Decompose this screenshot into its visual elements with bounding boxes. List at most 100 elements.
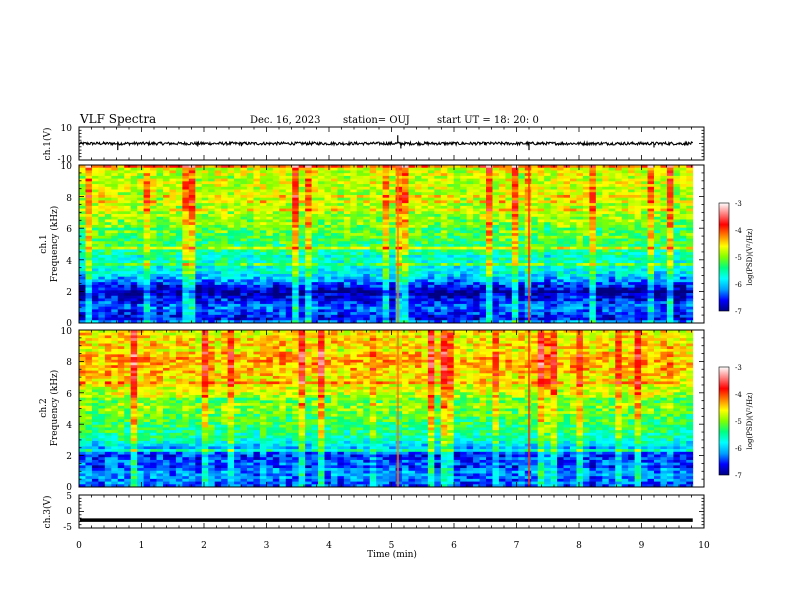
spectrogram-cell [356,249,364,253]
spectrogram-cell [498,252,506,256]
spectrogram-cell [653,279,661,283]
spectrogram-cell [376,284,384,288]
spectrogram-cell [156,238,164,242]
spectrogram-cell [318,194,325,199]
spectrogram-cell [582,170,590,174]
spectrogram-cell [563,194,571,199]
spectrogram-cell [453,235,461,239]
spectrogram-cell [460,252,468,256]
spectrogram-cell [615,181,623,185]
spectrogram-cell [169,273,177,278]
spectrogram-cell [143,200,151,204]
spectrogram-cell [641,224,648,229]
spectrogram-cell [414,230,422,234]
spectrogram-cell [518,233,526,237]
spectrogram-cell [318,244,325,248]
spectrogram-cell [363,178,371,182]
spectrogram-cell [673,244,681,248]
spectrogram-cell [137,298,144,302]
spectrogram-cell [505,178,513,182]
spectrogram-cell [505,276,513,280]
spectrogram-cell [337,238,345,242]
spectrogram-cell [298,293,306,297]
spectrogram-cell [311,244,319,248]
spectrogram-cell [686,287,694,291]
spectrogram-cell [150,254,157,259]
spectrogram-cell [253,238,261,242]
spectrogram-cell [460,263,468,267]
spectrogram-cell [570,192,577,196]
spectrogram-cell [389,273,396,278]
spectrogram-cell [440,246,448,250]
spectrogram-cell [369,186,377,190]
spectrogram-cell [91,192,99,196]
spectrogram-cell [272,284,280,288]
spectrogram-cell [246,227,254,231]
spectrogram-cell [227,284,235,288]
spectrogram-cell [408,244,416,248]
spectrogram-cell [434,178,442,182]
spectrogram-cell [505,246,513,250]
spectrogram-cell [666,200,674,204]
ch1-waveform-noise-line [78,140,694,147]
spectrogram-cell [162,295,170,299]
spectrogram-cell [486,216,493,220]
spectrogram-cell [531,211,539,215]
spectrogram-cell [434,200,442,204]
spectrogram-cell [111,222,119,226]
spectrogram-cell [85,268,93,272]
spectrogram-cell [576,173,584,177]
spectrogram-cell [414,295,422,299]
spectrogram-cell [253,260,261,264]
spectrogram-cell [98,230,106,234]
spectrogram-cell [641,287,648,291]
spectrogram-cell [85,178,93,182]
spectrogram-cell [311,233,319,237]
spectrogram-cell [544,170,552,174]
spectrogram-cell [79,252,86,256]
spectrogram-cell [647,284,655,288]
spectrogram-cell [557,295,564,299]
spectrogram-cell [337,216,345,220]
spectrogram-cell [305,200,312,204]
spectrogram-cell [104,252,112,256]
spectrogram-cell [285,279,293,283]
spectrogram-cell [486,219,493,223]
spectrogram-cell [137,208,144,212]
spectrogram-cell [421,181,429,185]
spectrogram-cell [395,284,403,288]
spectrogram-cell [91,287,99,291]
spectrogram-cell [453,165,461,169]
spectrogram-cell [111,287,119,291]
spectrogram-cell [330,271,338,275]
spectrogram-cell [531,197,539,201]
spectrogram-cell [466,265,474,269]
spectrogram-cell [350,227,358,231]
spectrogram-cell [479,282,487,286]
spectrogram-cell [162,276,170,280]
spectrogram-cell [311,260,319,264]
spectrogram-cell [550,208,558,212]
spectrogram-cell [421,178,429,182]
spectrogram-cell [408,186,416,190]
spectrogram-cell [188,200,196,204]
spectrogram-cell [175,189,183,193]
spectrogram-cell [537,293,545,297]
spectrogram-cell [511,287,519,291]
spectrogram-cell [434,173,442,177]
spectrogram-cell [402,298,409,302]
spectrogram-cell [324,178,332,182]
spectrogram-cell [79,265,86,269]
spectrogram-cell [259,211,267,215]
spectrogram-cell [427,235,435,239]
spectrogram-cell [175,181,183,185]
spectrogram-cell [318,293,325,297]
spectrogram-cell [124,254,132,259]
spectrogram-cell [266,249,274,253]
spectrogram-cell [188,265,196,269]
spectrogram-cell [427,211,435,215]
spectrogram-cell [324,254,332,259]
spectrogram-cell [214,233,222,237]
spectrogram-cell [169,214,177,218]
spectrogram-cell [498,235,506,239]
